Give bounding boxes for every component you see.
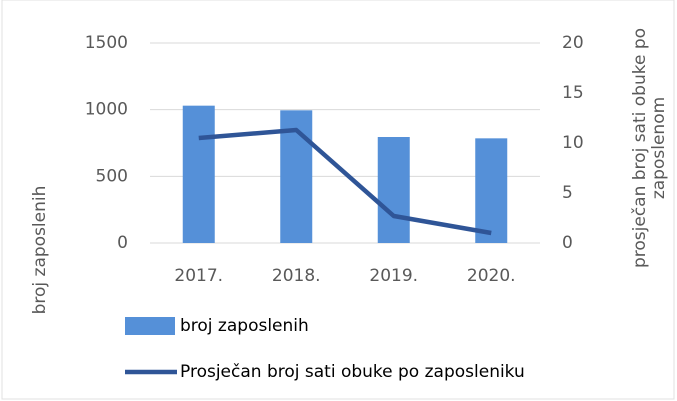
- legend-swatch: [125, 317, 175, 335]
- y-tick-label: 500: [96, 166, 128, 186]
- line: [198, 127, 492, 236]
- legend-label: broj zaposlenih: [180, 316, 309, 336]
- y2-tick-label: 20: [562, 33, 584, 53]
- legend: broj zaposlenih Prosječan broj sati obuke…: [125, 316, 525, 382]
- x-tick-label: 2020.: [467, 266, 516, 286]
- y-tick-label: 0: [117, 233, 128, 253]
- y2-axis-title: prosječan broj sati obuke po: [630, 28, 650, 268]
- y2-tick-label: 0: [562, 233, 573, 253]
- bar: [182, 105, 215, 244]
- y2-tick-label: 10: [562, 133, 584, 153]
- y-axis-title: broj zaposlenih: [30, 186, 50, 315]
- x-tick-label: 2019.: [369, 266, 418, 286]
- bar: [475, 138, 508, 243]
- x-tick-label: 2018.: [272, 266, 321, 286]
- bar: [377, 137, 410, 243]
- y-tick-label: 1500: [85, 33, 128, 53]
- y-tick-label: 1000: [85, 100, 128, 120]
- x-tick-label: 2017.: [174, 266, 223, 286]
- y2-axis-title: zaposlenom: [649, 97, 669, 199]
- legend-label: Prosječan broj sati obuke po zaposleniku: [180, 362, 525, 382]
- y2-tick-label: 5: [562, 183, 573, 203]
- y2-tick-label: 15: [562, 83, 584, 103]
